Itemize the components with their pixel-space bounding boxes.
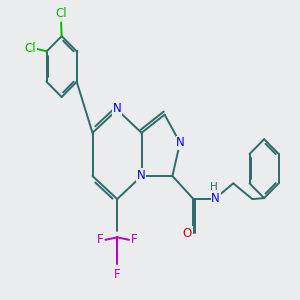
Text: H: H bbox=[209, 182, 217, 192]
Text: N: N bbox=[211, 192, 220, 205]
Text: Cl: Cl bbox=[55, 7, 67, 20]
Text: F: F bbox=[97, 233, 103, 246]
Text: N: N bbox=[137, 169, 146, 182]
Text: N: N bbox=[113, 102, 122, 115]
Text: O: O bbox=[183, 227, 192, 240]
Text: Cl: Cl bbox=[25, 42, 36, 56]
Text: N: N bbox=[176, 136, 185, 149]
Text: F: F bbox=[131, 233, 138, 246]
Text: F: F bbox=[114, 268, 121, 281]
